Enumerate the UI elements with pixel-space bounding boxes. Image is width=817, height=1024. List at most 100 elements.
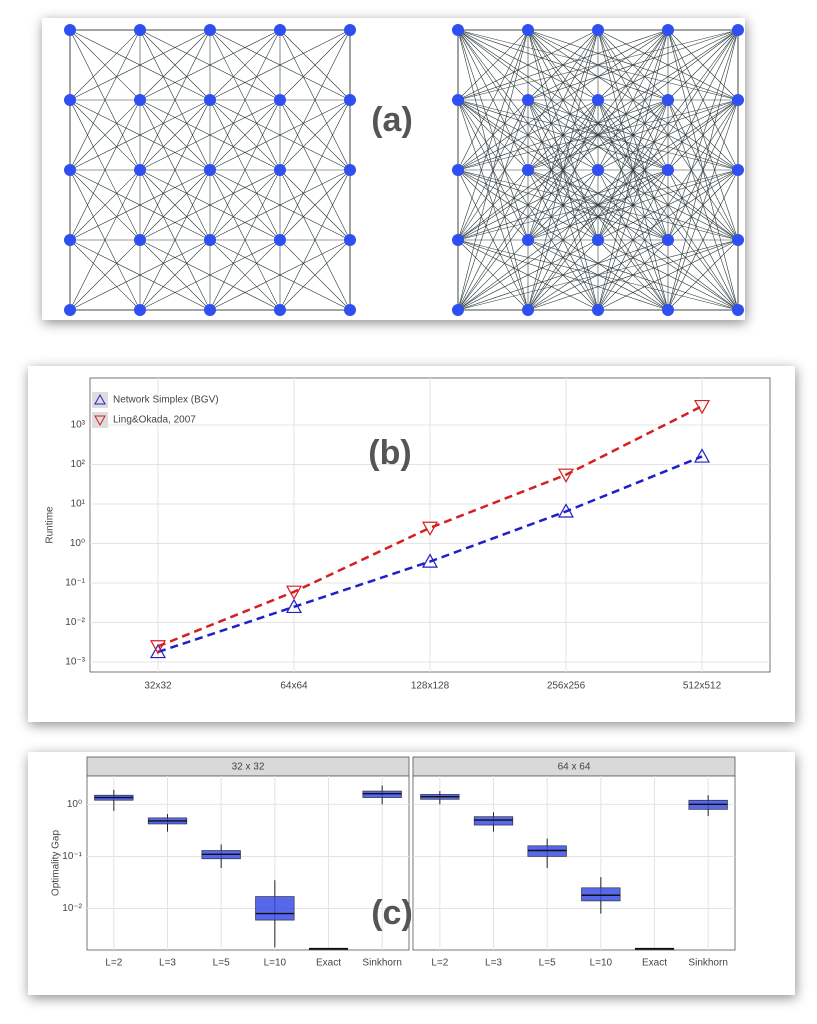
network-node: [522, 234, 534, 246]
network-edge: [69, 239, 211, 311]
network-edge: [139, 29, 211, 171]
network-edge: [457, 239, 739, 311]
network-edge: [139, 29, 211, 101]
x-tick-label: L=3: [159, 958, 176, 969]
network-edge: [69, 169, 141, 311]
plot-area: [86, 775, 410, 951]
marker: [285, 598, 303, 614]
x-tick-label: Exact: [642, 958, 667, 969]
marker: [149, 643, 167, 659]
network-node: [592, 164, 604, 176]
network-edge: [139, 99, 211, 171]
network-edge: [139, 99, 281, 171]
network-node: [64, 234, 76, 246]
network-edge: [139, 169, 211, 311]
network-node: [592, 94, 604, 106]
network-node: [732, 164, 744, 176]
network-edge: [279, 29, 351, 171]
network-edge: [457, 239, 529, 311]
network-node: [452, 24, 464, 36]
network-edge: [457, 239, 599, 311]
network-edge: [209, 29, 351, 101]
network-node: [204, 164, 216, 176]
network-edge: [139, 29, 281, 101]
x-tick-label: Sinkhorn: [362, 958, 401, 969]
network-edge: [279, 169, 351, 241]
marker: [421, 521, 439, 537]
legend-label: Ling&Okada, 2007: [113, 415, 196, 426]
network-node: [662, 24, 674, 36]
network-edge: [457, 169, 669, 311]
network-node: [274, 94, 286, 106]
network-node: [274, 24, 286, 36]
network-edge: [457, 169, 739, 241]
marker: [557, 503, 575, 518]
network-edge: [209, 29, 281, 101]
network-edge: [667, 29, 739, 101]
x-tick-label: L=3: [485, 958, 502, 969]
network-node: [344, 304, 356, 316]
x-tick-label: 64x64: [280, 681, 308, 692]
network-edge: [279, 169, 351, 311]
network-edge: [69, 99, 211, 171]
facet-title: 32 x 32: [232, 762, 265, 773]
network-edge: [209, 169, 351, 241]
network-node: [662, 94, 674, 106]
network-node: [64, 304, 76, 316]
y-tick-label: 10²: [71, 459, 86, 470]
network-edge: [527, 29, 739, 101]
network-node: [522, 164, 534, 176]
network-edge: [457, 29, 669, 101]
network-node: [522, 94, 534, 106]
network-edge: [527, 99, 739, 241]
network-node: [592, 24, 604, 36]
network-edge: [69, 29, 211, 101]
fit-line: [157, 405, 703, 648]
network-node: [134, 24, 146, 36]
network-node: [592, 234, 604, 246]
network-edge: [209, 239, 351, 311]
facet-title: 64 x 64: [558, 762, 591, 773]
marker: [421, 553, 439, 568]
network-node: [204, 234, 216, 246]
network-edge: [139, 169, 211, 241]
network-node: [64, 24, 76, 36]
fit-line: [157, 455, 703, 654]
network-edge: [457, 169, 529, 311]
network-edge: [457, 99, 529, 241]
x-tick-label: L=2: [431, 958, 448, 969]
marker: [693, 448, 711, 463]
panel-label: (c): [371, 894, 413, 932]
network-edge: [457, 99, 739, 171]
network-edge: [667, 99, 739, 171]
network-edge: [69, 99, 141, 241]
y-tick-label: 10⁻¹: [65, 578, 85, 589]
x-tick-label: L=5: [539, 958, 556, 969]
network-edge: [597, 169, 739, 241]
network-node: [662, 164, 674, 176]
network-node: [522, 24, 534, 36]
network-node: [662, 234, 674, 246]
network-node: [204, 304, 216, 316]
network-edge: [209, 99, 281, 241]
network-node: [522, 304, 534, 316]
network-edge: [69, 239, 141, 311]
network-node: [344, 234, 356, 246]
network-node: [344, 94, 356, 106]
network-node: [662, 304, 674, 316]
network-edge: [457, 169, 669, 241]
network-edge: [597, 99, 739, 171]
network-edge: [209, 29, 281, 171]
network-edge: [667, 99, 739, 241]
x-tick-label: L=5: [213, 958, 230, 969]
network-node: [452, 164, 464, 176]
panel-label: (b): [368, 434, 411, 472]
network-node: [134, 94, 146, 106]
network-edge: [69, 29, 141, 171]
legend-label: Network Simplex (BGV): [113, 395, 219, 406]
network-edge: [457, 169, 529, 241]
network-edge: [527, 29, 739, 171]
network-node: [732, 304, 744, 316]
network-edge: [69, 169, 141, 241]
